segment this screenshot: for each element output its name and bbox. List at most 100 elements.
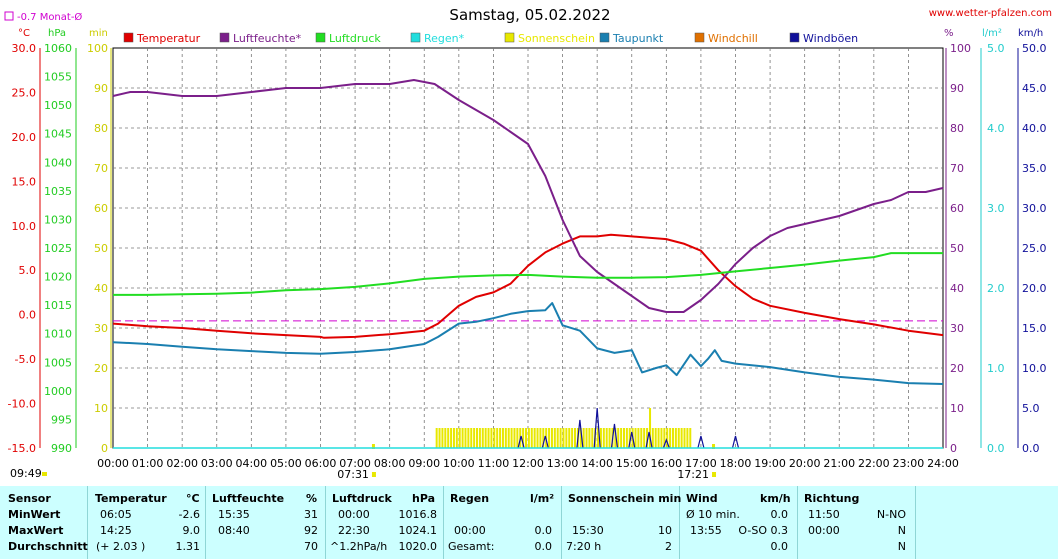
wind-tick-label: 40.0	[1022, 122, 1047, 135]
sunset-marker	[712, 472, 717, 477]
legend-label: Windböen	[803, 32, 858, 45]
legend-label: Taupunkt	[612, 32, 664, 45]
sunshine-bar	[516, 428, 519, 448]
stats-cell: 9.0	[182, 524, 201, 537]
rain-tick-label: 1.0	[987, 362, 1005, 375]
sunshine-bar	[677, 428, 680, 448]
humidity-tick-label: 70	[950, 162, 964, 175]
rain-tick-label: 3.0	[987, 202, 1005, 215]
sunshine-bar	[556, 428, 559, 448]
stats-header-humidity-unit: %	[306, 492, 318, 505]
stats-header-pressure-unit: hPa	[412, 492, 436, 505]
temp-tick-label: -5.0	[15, 353, 36, 366]
sunshine-bar	[680, 428, 683, 448]
hour-tick-label: 12:00	[512, 457, 544, 470]
stats-cell: N	[897, 524, 906, 537]
hour-tick-label: 03:00	[201, 457, 233, 470]
sunshine-bar	[649, 408, 652, 448]
sunshine-bar	[525, 428, 528, 448]
wind-tick-label: 10.0	[1022, 362, 1047, 375]
hour-tick-label: 11:00	[478, 457, 510, 470]
sunshine-bar	[640, 428, 643, 448]
stats-divider	[915, 486, 916, 559]
left-time-label: 09:49	[10, 467, 42, 480]
stats-cell: ^1.2hPa/h	[330, 540, 388, 553]
stats-row-max: MaxWert 14:25 9.0 08:40 92 22:30 1024.1 …	[0, 524, 1058, 540]
sunshine-bar	[522, 428, 525, 448]
temp-tick-label: 10.0	[12, 220, 37, 233]
stats-row-avg: Durchschnitt (+ 2.03 ) 1.31 70 ^1.2hPa/h…	[0, 540, 1058, 556]
stats-cell: 06:05	[100, 508, 132, 521]
unit-minutes: min	[89, 28, 108, 39]
stats-cell: 70	[304, 540, 318, 553]
hour-tick-label: 19:00	[754, 457, 786, 470]
legend-swatch	[694, 32, 705, 43]
sunshine-bar	[608, 428, 611, 448]
grid	[112, 47, 944, 449]
hour-tick-label: 08:00	[374, 457, 406, 470]
unit-rain: l/m²	[982, 28, 1002, 39]
legend-swatch	[599, 32, 610, 43]
sunshine-bar	[646, 428, 649, 448]
stats-cell: 10	[658, 524, 672, 537]
chart-title: Samstag, 05.02.2022	[449, 6, 610, 24]
stats-header-temp: Temperatur	[95, 492, 167, 505]
stats-header-row: Sensor Temperatur °C Luftfeuchte % Luftd…	[0, 492, 1058, 508]
legend-swatch	[123, 32, 134, 43]
stats-row-label: Durchschnitt	[8, 540, 88, 553]
rain-tick-label: 2.0	[987, 282, 1005, 295]
hour-tick-label: 05:00	[270, 457, 302, 470]
hour-tick-label: 23:00	[893, 457, 925, 470]
sunshine-bar	[452, 428, 455, 448]
hour-tick-label: 14:00	[581, 457, 613, 470]
wind-tick-label: 15.0	[1022, 322, 1047, 335]
sunshine-bar	[484, 428, 487, 448]
temp-tick-label: 0.0	[19, 309, 37, 322]
stats-cell: 00:00	[338, 508, 370, 521]
unit-pressure: hPa	[48, 28, 66, 39]
pressure-tick-label: 1015	[44, 299, 72, 312]
sunshine-bar	[536, 428, 539, 448]
sunshine-bar	[657, 428, 660, 448]
minutes-tick-label: 100	[87, 42, 108, 55]
sunshine-bar	[438, 428, 441, 448]
legend-label: Windchill	[708, 32, 758, 45]
unit-temp: °C	[18, 28, 30, 39]
minutes-tick-label: 30	[94, 322, 108, 335]
sunshine-bar	[660, 428, 663, 448]
sunshine-bar	[499, 428, 502, 448]
sunshine-bar	[599, 428, 602, 448]
stats-divider	[325, 486, 326, 559]
sunshine-bar	[441, 428, 444, 448]
sunshine-bar	[435, 428, 438, 448]
wind-gust-mark	[731, 435, 740, 449]
pressure-tick-label: 1025	[44, 242, 72, 255]
wind-gust-mark	[610, 423, 619, 449]
stats-header-rain-unit: l/m²	[530, 492, 555, 505]
stats-cell: 1024.1	[398, 524, 438, 537]
sunshine-bar	[501, 428, 504, 448]
sunshine-bar	[481, 428, 484, 448]
temp-tick-label: -10.0	[8, 398, 36, 411]
sunshine-bar	[605, 428, 608, 448]
humidity-tick-label: 80	[950, 122, 964, 135]
pressure-tick-label: 1000	[44, 385, 72, 398]
legend-label: Luftfeuchte*	[233, 32, 302, 45]
sunshine-bar	[553, 428, 556, 448]
stats-cell: 1020.0	[398, 540, 438, 553]
stats-cell: 31	[304, 508, 318, 521]
stats-header-temp-unit: °C	[186, 492, 200, 505]
monthly-avg-label: -0.7 Monat-Ø	[17, 11, 82, 23]
stats-cell: 0.0	[770, 540, 789, 553]
minutes-tick-label: 20	[94, 362, 108, 375]
stats-cell: 0.0	[534, 540, 553, 553]
sunshine-bar	[568, 428, 571, 448]
pressure-tick-label: 1035	[44, 185, 72, 198]
stats-cell: Ø 10 min.	[686, 508, 740, 521]
wind-gust-mark	[697, 435, 705, 449]
stats-cell: 0.0	[770, 508, 789, 521]
source-link[interactable]: www.wetter-pfalzen.com	[929, 8, 1052, 19]
hour-tick-label: 13:00	[547, 457, 579, 470]
stats-cell: -2.6	[178, 508, 200, 521]
sunshine-bar	[450, 428, 453, 448]
